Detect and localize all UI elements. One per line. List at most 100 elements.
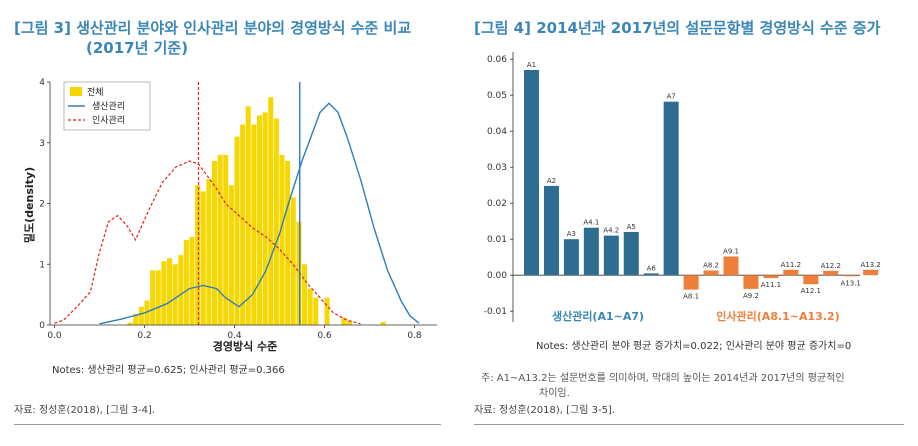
histogram-bar [195, 185, 201, 325]
histogram-bar [155, 270, 161, 325]
histogram-bar [234, 136, 240, 325]
histogram-bar [251, 124, 257, 326]
left-bottom-divider [14, 424, 441, 425]
legend-label-all: 전체 [87, 87, 104, 98]
histogram-bar [133, 314, 139, 325]
bar-label: A8.1 [683, 293, 699, 301]
bar-label: A11.2 [781, 261, 801, 269]
right-notes: Notes: 생산관리 분야 평균 증가치=0.022; 인사관리 분야 평균 … [536, 341, 852, 352]
bar-a8-2 [703, 270, 719, 276]
right-y-tick-label: -0.01 [484, 307, 507, 317]
histogram-bar [144, 300, 150, 325]
left-x-tick-label: 0.2 [137, 331, 151, 341]
bar-a8-1 [683, 275, 699, 290]
bar-a3 [563, 239, 579, 276]
bar-label: A3 [567, 230, 576, 238]
left-y-tick-label: 0 [39, 321, 45, 331]
right-chart: -0.01 0.00 0.01 0.02 0.03 0.04 0.05 0.06 A1 A2 A3… [484, 52, 881, 323]
bar-label: A5 [627, 223, 636, 231]
bar-label: A9.1 [723, 247, 739, 255]
group-label-production: 생산관리(A1~A7) [552, 309, 644, 323]
histogram-bar [262, 112, 268, 325]
histogram-bar [206, 179, 212, 325]
right-y-tick-label: 0.02 [487, 199, 507, 209]
histogram-bar [240, 124, 246, 326]
histogram-bar [189, 236, 195, 325]
histogram-bar [212, 160, 218, 325]
bar-label: A1 [527, 61, 536, 69]
histogram-bar [167, 258, 173, 325]
histogram-bar [313, 297, 319, 325]
histogram-bar [245, 106, 251, 325]
left-source: 자료: 정성훈(2018), [그림 3-4]. [14, 405, 156, 416]
bar-a9-2 [743, 275, 759, 289]
histogram-bar [307, 288, 313, 325]
left-notes: Notes: 생산관리 평균=0.625; 인사관리 평균=0.366 [52, 365, 285, 376]
right-footnote: 주: A1~A13.2는 설문번호를 의미하며, 막대의 높이는 2014년과 … [481, 369, 845, 399]
bar-a9-1 [723, 256, 739, 276]
histogram-bar [279, 154, 285, 325]
right-y-tick-label: 0.05 [487, 91, 507, 101]
histogram-bar [347, 320, 353, 325]
histogram-bar [178, 255, 184, 325]
left-chart-title: [그림 3] 생산관리 분야와 인사관리 분야의 경영방식 수준 비교 (201… [14, 18, 411, 58]
bar-a1 [524, 70, 539, 276]
left-y-tick-label: 2 [39, 200, 45, 210]
left-y-tick-label: 1 [39, 260, 45, 270]
group-label-hr: 인사관리(A8.1~A13.2) [716, 309, 839, 323]
histogram-bar [268, 97, 274, 325]
right-y-tick-label: 0.04 [487, 127, 507, 137]
histogram-bar [172, 264, 178, 325]
histogram-bar [296, 221, 302, 325]
histogram-bar [228, 185, 234, 325]
bar-a11-1 [763, 275, 779, 279]
left-y-tick-label: 3 [39, 139, 45, 149]
left-x-tick-label: 0.6 [317, 331, 332, 341]
histogram-bar [273, 118, 279, 325]
histogram-bar [380, 321, 386, 325]
right-bottom-divider [474, 424, 904, 425]
left-chart-title-line1: [그림 3] 생산관리 분야와 인사관리 분야의 경영방식 수준 비교 [14, 19, 412, 37]
right-y-tick-label: 0.06 [487, 55, 507, 65]
histogram-bar [302, 264, 308, 325]
right-y-tick-label: 0.03 [487, 163, 507, 173]
bar-label: A13.1 [841, 279, 861, 287]
right-y-tick-label: 0.00 [487, 271, 507, 281]
right-axes: -0.01 0.00 0.01 0.02 0.03 0.04 0.05 0.06 [484, 52, 860, 322]
histogram-bar [290, 197, 296, 325]
right-y-tick-label: 0.01 [487, 235, 507, 245]
left-y-tick-label: 4 [39, 78, 45, 88]
left-x-tick-label: 0.4 [227, 331, 242, 341]
bar-a4-1 [583, 227, 599, 276]
histogram-bar [341, 317, 347, 325]
bar-label: A9.2 [743, 292, 759, 300]
right-footnote-line2: 차이임. [539, 388, 570, 399]
left-histogram [127, 97, 386, 326]
left-x-tick-label: 0.8 [407, 331, 422, 341]
bar-label: A4.1 [583, 219, 599, 227]
bar-label: A12.1 [801, 287, 821, 295]
histogram-bar [127, 322, 133, 325]
bar-a12-2 [823, 270, 839, 276]
left-axes: 0 1 2 3 4 0.0 0.2 0.4 0.6 0.8 [39, 78, 437, 341]
bar-label: A11.1 [761, 281, 781, 289]
legend-swatch-all [70, 87, 82, 96]
histogram-bar [200, 191, 206, 325]
legend-label-production: 생산관리 [92, 101, 125, 112]
histogram-bar [138, 306, 144, 325]
bar-label: A8.2 [703, 262, 719, 270]
histogram-bar [285, 160, 291, 325]
left-chart-title-line2: (2017년 기준) [86, 39, 189, 57]
histogram-bar [161, 261, 167, 325]
left-x-tick-label: 0.0 [47, 331, 62, 341]
bar-a11-2 [783, 269, 799, 276]
left-x-axis-label: 경영방식 수준 [213, 339, 278, 353]
bar-a7 [663, 101, 679, 276]
left-chart: 0 1 2 3 4 0.0 0.2 0.4 0.6 0.8 경영방식 수준 밀도(density)… [23, 78, 437, 353]
left-legend: 전체 생산관리 인사관리 [63, 81, 151, 131]
bar-a2 [543, 185, 559, 276]
bar-a6 [643, 273, 659, 276]
bar-a13-2 [863, 269, 879, 276]
histogram-bar [217, 154, 223, 325]
